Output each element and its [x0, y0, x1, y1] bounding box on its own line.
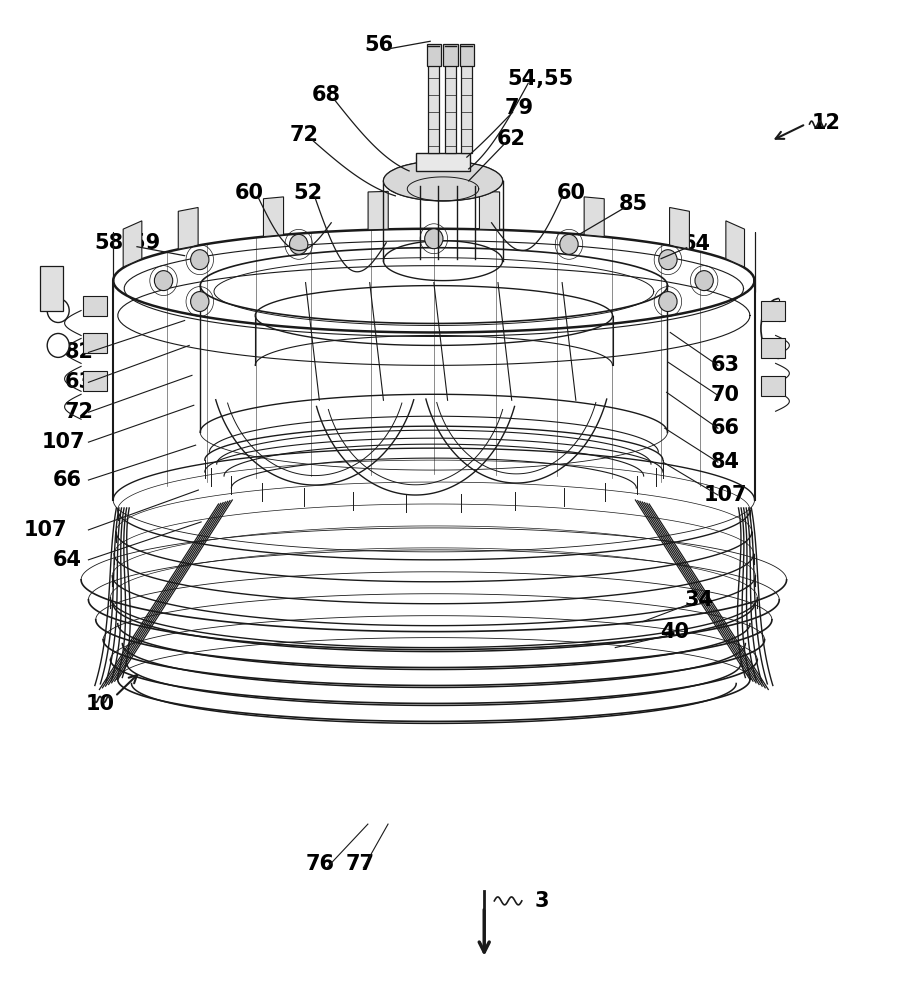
Text: 64: 64 [53, 550, 82, 570]
Text: 84: 84 [710, 452, 740, 472]
Text: 72: 72 [64, 402, 94, 422]
Circle shape [659, 292, 677, 312]
Text: 60: 60 [234, 183, 263, 203]
Polygon shape [83, 371, 107, 391]
Circle shape [425, 229, 443, 249]
Circle shape [695, 271, 713, 291]
Circle shape [47, 299, 69, 322]
Text: 79: 79 [505, 98, 534, 118]
Bar [426, 44, 441, 66]
FancyBboxPatch shape [40, 266, 62, 311]
Text: 66: 66 [53, 470, 82, 490]
Polygon shape [83, 296, 107, 316]
Circle shape [190, 250, 209, 270]
Circle shape [190, 292, 209, 312]
Text: 10: 10 [85, 694, 115, 714]
Text: 52: 52 [294, 183, 323, 203]
Polygon shape [761, 376, 785, 396]
Bar [428, 53, 439, 153]
Text: 3: 3 [535, 891, 550, 911]
Circle shape [289, 234, 308, 254]
Polygon shape [480, 191, 500, 230]
Polygon shape [670, 207, 689, 249]
Text: 107: 107 [42, 432, 85, 452]
Text: 70: 70 [710, 385, 740, 405]
Polygon shape [264, 197, 284, 237]
Bar [461, 53, 472, 153]
Text: 82: 82 [64, 342, 94, 362]
Text: 34: 34 [685, 590, 714, 610]
Text: 54,55: 54,55 [507, 69, 573, 89]
Circle shape [560, 234, 578, 254]
Bar [443, 44, 458, 66]
Text: 76: 76 [306, 854, 335, 874]
Text: 56: 56 [364, 35, 393, 55]
Text: 72: 72 [289, 125, 318, 145]
Circle shape [47, 333, 69, 357]
Polygon shape [726, 221, 744, 267]
Text: 63: 63 [64, 372, 94, 392]
Polygon shape [761, 338, 785, 358]
Text: 60: 60 [557, 183, 585, 203]
Bar [415, 153, 471, 171]
Polygon shape [83, 333, 107, 353]
Text: 12: 12 [811, 113, 841, 133]
Polygon shape [369, 191, 388, 230]
Ellipse shape [383, 161, 503, 201]
Circle shape [659, 250, 677, 270]
Text: 66: 66 [710, 418, 740, 438]
Text: 40: 40 [661, 622, 689, 642]
Text: 85: 85 [619, 194, 648, 214]
Polygon shape [178, 207, 199, 249]
Text: 64: 64 [681, 234, 710, 254]
Bar [445, 53, 456, 153]
Text: 68: 68 [312, 85, 341, 105]
Text: 77: 77 [346, 854, 375, 874]
Bar [460, 44, 474, 66]
Polygon shape [761, 301, 785, 321]
Circle shape [154, 271, 173, 291]
Polygon shape [123, 221, 142, 267]
Text: 107: 107 [703, 485, 747, 505]
Text: 107: 107 [24, 520, 67, 540]
Text: 63: 63 [710, 355, 740, 375]
Text: 62: 62 [496, 129, 526, 149]
Text: 58,59: 58,59 [95, 233, 161, 253]
Polygon shape [584, 197, 604, 237]
